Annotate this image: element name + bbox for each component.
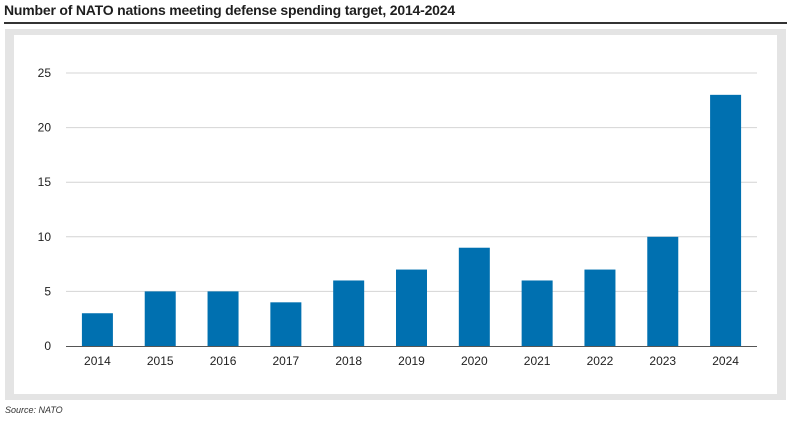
bar-2015 bbox=[144, 291, 176, 346]
y-tick-label: 5 bbox=[44, 284, 51, 298]
x-tick-label: 2023 bbox=[649, 354, 676, 368]
x-tick-label: 2016 bbox=[210, 354, 237, 368]
x-tick-label: 2021 bbox=[524, 354, 551, 368]
x-tick-label: 2019 bbox=[398, 354, 425, 368]
y-tick-label: 20 bbox=[38, 121, 52, 135]
bar-2020 bbox=[458, 247, 490, 346]
x-tick-label: 2024 bbox=[712, 354, 739, 368]
x-tick-label: 2015 bbox=[147, 354, 174, 368]
bar-2023 bbox=[647, 236, 679, 346]
bar-2024 bbox=[710, 94, 742, 346]
bar-2022 bbox=[584, 269, 616, 346]
y-tick-label: 10 bbox=[38, 230, 52, 244]
bar-2014 bbox=[81, 313, 113, 346]
chart-title: Number of NATO nations meeting defense s… bbox=[4, 2, 455, 18]
y-tick-label: 15 bbox=[38, 175, 52, 189]
bar-2016 bbox=[207, 291, 239, 346]
x-tick-label: 2017 bbox=[273, 354, 300, 368]
chart-panel bbox=[5, 29, 786, 400]
x-tick-label: 2014 bbox=[84, 354, 111, 368]
bar-2018 bbox=[333, 280, 365, 346]
y-tick-label: 25 bbox=[38, 66, 52, 80]
x-tick-label: 2018 bbox=[335, 354, 362, 368]
bar-2019 bbox=[396, 269, 427, 346]
title-divider bbox=[4, 22, 787, 24]
x-tick-label: 2020 bbox=[461, 354, 488, 368]
bar-2021 bbox=[521, 280, 553, 346]
x-tick-label: 2022 bbox=[587, 354, 614, 368]
bar-2017 bbox=[270, 302, 302, 346]
source-note: Source: NATO bbox=[5, 405, 63, 415]
y-tick-label: 0 bbox=[44, 339, 51, 353]
